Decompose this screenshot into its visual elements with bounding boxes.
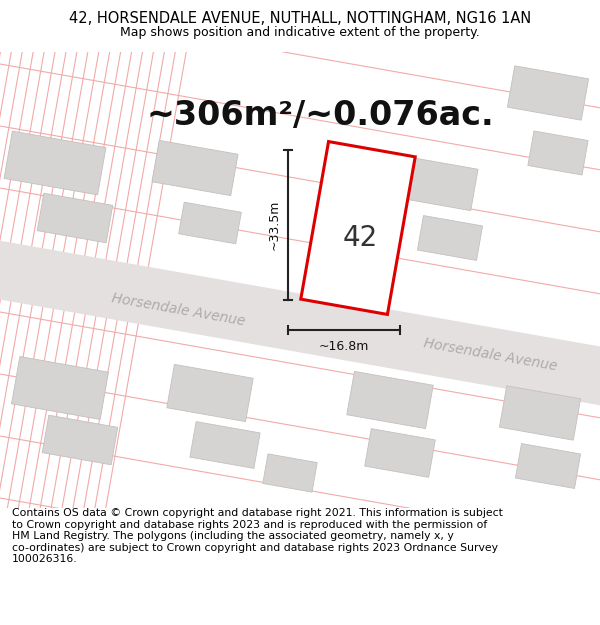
Polygon shape (301, 142, 415, 314)
Polygon shape (392, 156, 478, 211)
Text: Map shows position and indicative extent of the property.: Map shows position and indicative extent… (120, 26, 480, 39)
Text: Contains OS data © Crown copyright and database right 2021. This information is : Contains OS data © Crown copyright and d… (12, 508, 503, 564)
Text: 42, HORSENDALE AVENUE, NUTHALL, NOTTINGHAM, NG16 1AN: 42, HORSENDALE AVENUE, NUTHALL, NOTTINGH… (69, 11, 531, 26)
Polygon shape (190, 422, 260, 468)
Text: Horsendale Avenue: Horsendale Avenue (422, 336, 558, 374)
Polygon shape (179, 202, 241, 244)
Polygon shape (167, 364, 253, 422)
Polygon shape (152, 141, 238, 196)
Text: ~306m²/~0.076ac.: ~306m²/~0.076ac. (146, 99, 494, 132)
Text: ~16.8m: ~16.8m (319, 339, 369, 352)
Polygon shape (4, 131, 106, 195)
Polygon shape (37, 193, 113, 242)
Polygon shape (0, 173, 600, 473)
Text: 42: 42 (343, 224, 377, 252)
Text: Horsendale Avenue: Horsendale Avenue (110, 291, 246, 329)
Polygon shape (365, 429, 436, 478)
Polygon shape (515, 444, 581, 489)
Polygon shape (11, 356, 109, 419)
Polygon shape (528, 131, 588, 175)
Polygon shape (42, 415, 118, 465)
Text: ~33.5m: ~33.5m (268, 200, 281, 250)
Polygon shape (347, 371, 433, 429)
Polygon shape (263, 454, 317, 492)
Polygon shape (499, 386, 581, 440)
Polygon shape (418, 216, 482, 261)
Polygon shape (508, 66, 589, 120)
